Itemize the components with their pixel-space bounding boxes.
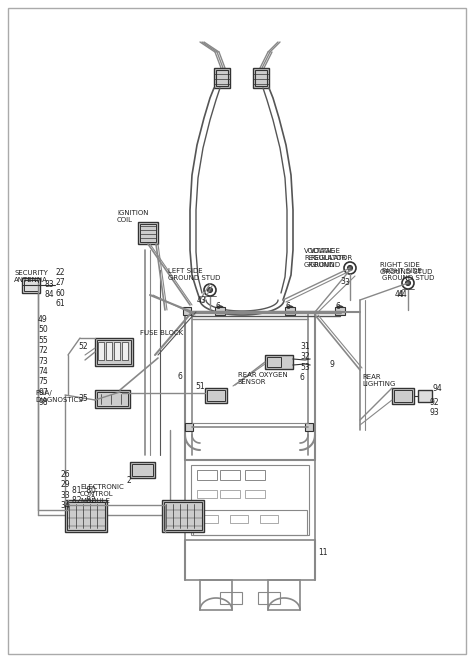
Text: 49
50
55
72
73
74
75
97
98: 49 50 55 72 73 74 75 97 98 [38,315,48,407]
Bar [114,342,120,360]
Bar [183,307,191,315]
Text: SECURITY
ANTENNA: SECURITY ANTENNA [14,270,48,283]
Bar [418,390,432,402]
Text: VOLTAGE
REGULATOR
GROUND: VOLTAGE REGULATOR GROUND [310,248,352,268]
Bar [197,490,217,498]
Bar [95,390,130,408]
Text: 52: 52 [78,342,88,351]
Bar [200,580,232,610]
Bar [164,502,202,530]
Text: 31
32
53
6: 31 32 53 6 [300,342,310,382]
Bar [394,390,412,402]
Circle shape [336,306,344,314]
Bar [245,490,265,498]
Text: RIGHT SIDE
GROUND STUD: RIGHT SIDE GROUND STUD [382,268,434,281]
Bar [335,307,345,315]
Bar [255,70,267,86]
Bar [140,224,156,242]
Text: 26
29
33
34: 26 29 33 34 [60,470,70,510]
Text: 3: 3 [340,277,345,286]
Bar [98,342,104,360]
Text: 43: 43 [197,296,207,305]
Bar [265,355,293,369]
Circle shape [286,306,294,314]
Bar [106,342,112,360]
Text: 94: 94 [433,384,443,393]
Bar [215,307,225,315]
Text: 6: 6 [336,302,340,311]
Bar [24,280,38,291]
Bar [95,338,133,366]
Text: 6: 6 [216,302,220,311]
Text: 51: 51 [195,382,205,391]
Text: IGNITION
COIL: IGNITION COIL [117,210,148,223]
Bar [216,70,228,86]
Bar [22,278,40,293]
Bar [138,222,158,244]
Bar [305,423,313,431]
Text: 83
84: 83 84 [44,280,54,299]
Bar [214,68,230,88]
Bar [258,592,280,604]
Text: REAR OXYGEN
SENSOR: REAR OXYGEN SENSOR [238,372,288,385]
Bar [220,592,242,604]
Text: 11: 11 [318,548,328,557]
Text: RIGHT SIDE
GROUND STUD: RIGHT SIDE GROUND STUD [380,262,432,275]
Bar [205,388,227,403]
Bar [185,460,315,540]
Text: 22
27
60
61: 22 27 60 61 [55,268,65,308]
Bar [162,500,204,532]
Bar [65,500,107,532]
Bar [122,342,128,360]
Text: 2: 2 [126,476,131,485]
Text: 6: 6 [178,372,183,381]
Text: 44: 44 [395,290,405,299]
Bar [67,502,105,530]
Text: FUSE BLOCK: FUSE BLOCK [140,330,183,336]
Bar [268,580,300,610]
Text: 3: 3 [344,278,349,287]
Bar [260,515,278,523]
Bar [132,464,153,476]
Bar [220,470,240,480]
Bar [285,307,295,315]
Text: 6: 6 [285,302,291,311]
Bar [185,423,193,431]
Bar [253,68,269,88]
Text: VOLTAGE
REGULATOR
GROUND: VOLTAGE REGULATOR GROUND [304,248,346,268]
Bar [130,462,155,478]
Text: P&A/
DIAGNOSTICS: P&A/ DIAGNOSTICS [35,390,82,403]
Text: 44: 44 [398,290,408,299]
Text: 35: 35 [78,394,88,403]
Text: REAR
LIGHTING: REAR LIGHTING [362,374,395,387]
Bar [200,515,218,523]
Bar [220,490,240,498]
Bar [392,388,414,404]
Bar [245,470,265,480]
Bar [207,390,225,401]
Bar [230,515,248,523]
Bar [191,465,309,535]
Text: 81  80
82  82: 81 80 82 82 [72,486,96,505]
Circle shape [405,281,410,285]
Circle shape [216,306,224,314]
Circle shape [208,287,212,293]
Bar [97,392,128,406]
Text: 9: 9 [330,360,335,369]
Text: 92
93: 92 93 [430,398,440,418]
Bar [197,470,217,480]
Bar [97,340,131,364]
Bar [193,510,307,535]
Text: LEFT SIDE
GROUND STUD: LEFT SIDE GROUND STUD [168,268,220,281]
Circle shape [347,265,353,271]
Bar [267,357,281,367]
Text: ELECTRONIC
CONTROL
MODULE: ELECTRONIC CONTROL MODULE [80,484,124,504]
